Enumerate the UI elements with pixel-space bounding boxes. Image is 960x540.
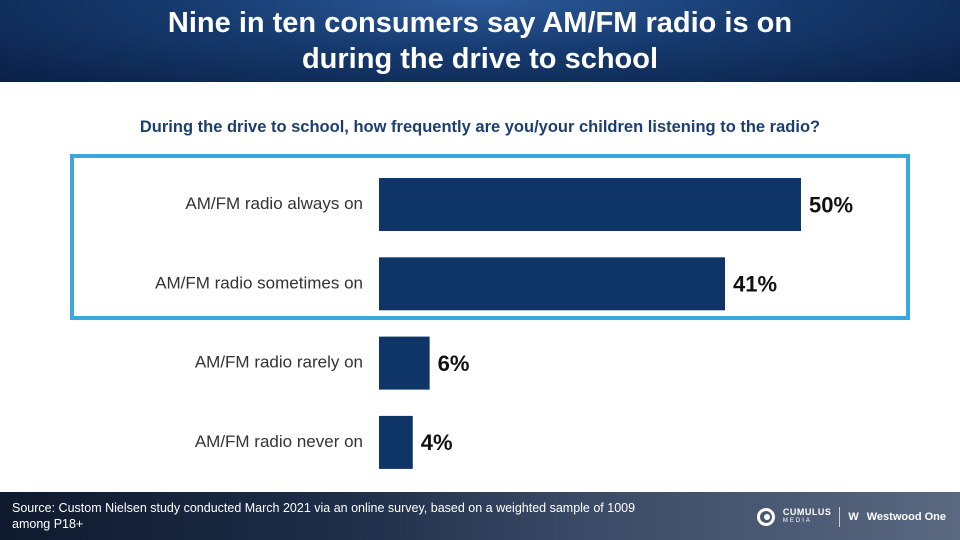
logo-divider xyxy=(839,507,841,527)
cumulus-logo-name: CUMULUS xyxy=(782,507,832,517)
data-label-3: 4% xyxy=(421,430,453,455)
bar-chart: AM/FM radio always on 50% AM/FM radio some… xyxy=(155,178,853,469)
slide-header: Nine in ten consumers say AM/FM radio is… xyxy=(0,0,960,82)
westwood-one-icon: W xyxy=(848,511,859,523)
bar-1 xyxy=(379,257,726,311)
bar-3 xyxy=(379,415,413,469)
westwood-one-logo-text: Westwood One xyxy=(866,511,946,523)
data-label-0: 50% xyxy=(809,192,853,217)
highlight-box xyxy=(70,154,910,320)
cumulus-logo-text: CUMULUS MEDIA xyxy=(783,508,832,526)
footer-bar: Source: Custom Nielsen study conducted M… xyxy=(0,492,960,540)
cumulus-logo-sub: MEDIA xyxy=(782,518,812,524)
slide-title-line-2: during the drive to school xyxy=(301,43,659,75)
bar-2 xyxy=(379,336,430,390)
footer-logos: CUMULUS MEDIA W Westwood One xyxy=(756,506,946,528)
source-note: Source: Custom Nielsen study conducted M… xyxy=(12,501,636,531)
slide-title-line-1: Nine in ten consumers say AM/FM radio is… xyxy=(167,7,793,39)
survey-question: During the drive to school, how frequent… xyxy=(139,118,821,136)
category-label-3: AM/FM radio never on xyxy=(195,432,363,451)
cumulus-logo-icon xyxy=(756,508,775,526)
category-label-0: AM/FM radio always on xyxy=(185,194,363,213)
data-label-2: 6% xyxy=(438,351,470,376)
data-label-1: 41% xyxy=(733,272,777,297)
bar-0 xyxy=(379,178,801,231)
category-label-1: AM/FM radio sometimes on xyxy=(155,273,363,292)
category-label-2: AM/FM radio rarely on xyxy=(195,353,363,372)
